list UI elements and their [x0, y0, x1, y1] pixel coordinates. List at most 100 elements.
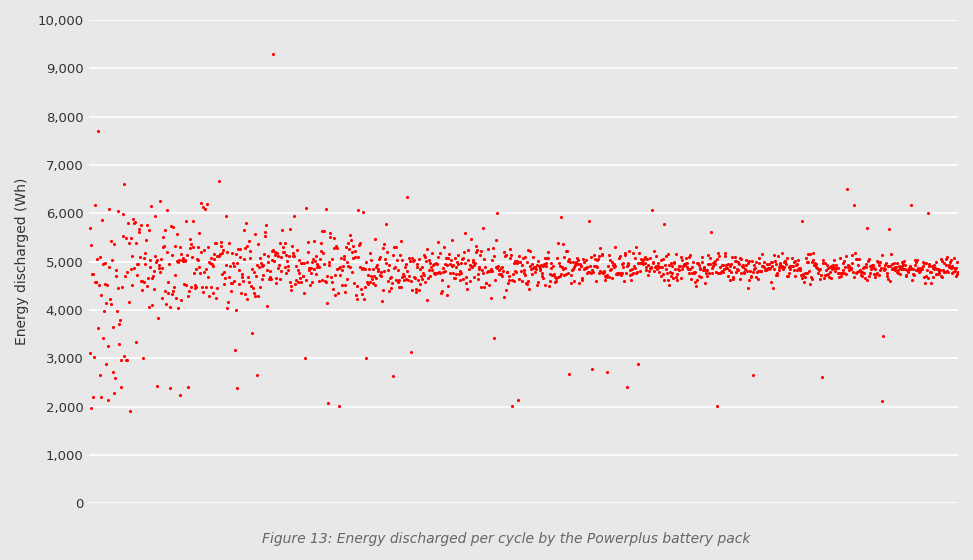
Point	[378, 220, 394, 228]
Point	[839, 251, 854, 260]
Point	[786, 265, 802, 274]
Point	[307, 251, 323, 260]
Point	[355, 264, 371, 273]
Point	[537, 254, 553, 263]
Point	[631, 259, 647, 268]
Point	[321, 258, 337, 267]
Point	[608, 269, 624, 278]
Point	[712, 263, 728, 272]
Point	[270, 251, 285, 260]
Point	[580, 268, 595, 277]
Point	[552, 262, 567, 271]
Point	[688, 282, 703, 291]
Point	[733, 254, 748, 263]
Point	[843, 264, 858, 273]
Point	[414, 263, 429, 272]
Point	[138, 260, 154, 269]
Point	[777, 256, 793, 265]
Point	[692, 264, 707, 273]
Point	[274, 226, 290, 235]
Point	[546, 269, 561, 278]
Point	[474, 246, 489, 255]
Point	[823, 274, 839, 283]
Point	[373, 272, 388, 281]
Point	[165, 286, 181, 295]
Point	[246, 288, 262, 297]
Point	[890, 265, 906, 274]
Point	[910, 263, 925, 272]
Point	[813, 270, 829, 279]
Point	[818, 265, 834, 274]
Point	[259, 301, 274, 310]
Point	[161, 277, 176, 286]
Point	[731, 258, 746, 267]
Point	[707, 256, 723, 265]
Point	[212, 250, 228, 259]
Point	[200, 243, 216, 252]
Point	[638, 263, 654, 272]
Point	[871, 260, 886, 269]
Point	[174, 255, 190, 264]
Point	[656, 276, 671, 285]
Point	[686, 267, 702, 276]
Point	[571, 264, 587, 273]
Point	[845, 251, 860, 260]
Point	[897, 264, 913, 273]
Point	[788, 260, 804, 269]
Point	[816, 274, 832, 283]
Point	[247, 230, 263, 239]
Point	[476, 282, 491, 291]
Point	[577, 258, 593, 267]
Point	[924, 262, 940, 271]
Point	[495, 267, 511, 276]
Point	[584, 253, 599, 262]
Text: Figure 13: Energy discharged per cycle by the Powerplus battery pack: Figure 13: Energy discharged per cycle b…	[262, 532, 750, 546]
Point	[388, 276, 404, 284]
Point	[393, 237, 409, 246]
Point	[199, 273, 215, 282]
Point	[161, 288, 176, 297]
Point	[141, 302, 157, 311]
Point	[105, 322, 121, 331]
Point	[634, 257, 650, 266]
Point	[366, 272, 381, 281]
Point	[433, 268, 449, 277]
Point	[741, 256, 757, 265]
Point	[844, 265, 859, 274]
Point	[306, 265, 322, 274]
Point	[364, 271, 379, 280]
Point	[300, 237, 315, 246]
Point	[341, 262, 356, 270]
Point	[311, 263, 327, 272]
Point	[431, 253, 447, 262]
Point	[449, 269, 464, 278]
Point	[630, 360, 645, 368]
Point	[835, 259, 850, 268]
Point	[752, 267, 768, 276]
Point	[470, 269, 486, 278]
Point	[152, 197, 167, 206]
Point	[707, 259, 723, 268]
Point	[443, 268, 458, 277]
Point	[512, 275, 527, 284]
Point	[288, 262, 304, 270]
Point	[445, 261, 460, 270]
Point	[119, 356, 134, 365]
Point	[370, 265, 385, 274]
Point	[787, 256, 803, 265]
Point	[296, 272, 311, 281]
Point	[342, 245, 357, 254]
Point	[450, 251, 466, 260]
Point	[687, 278, 703, 287]
Point	[628, 254, 643, 263]
Point	[627, 262, 642, 271]
Point	[726, 262, 741, 271]
Point	[589, 256, 604, 265]
Point	[166, 282, 182, 291]
Point	[417, 278, 433, 287]
Point	[217, 273, 233, 282]
Point	[511, 251, 526, 260]
Point	[915, 262, 930, 270]
Point	[504, 402, 520, 410]
Point	[366, 278, 381, 287]
